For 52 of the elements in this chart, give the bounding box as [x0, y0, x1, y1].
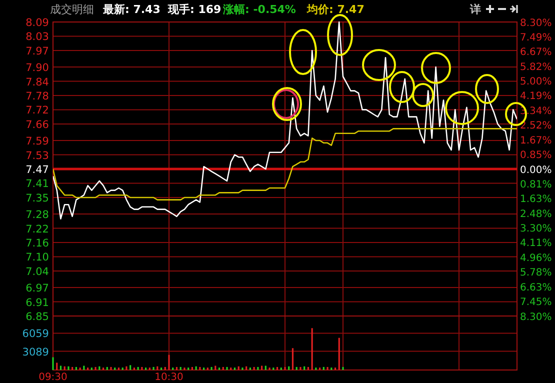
y2-tick-label: 8.30%: [520, 312, 552, 323]
y2-tick-label: 6.67%: [520, 46, 552, 58]
y2-tick-label: 5.82%: [520, 62, 552, 73]
text: 现手: 169: [167, 3, 222, 16]
y-tick-label: 7.41: [26, 178, 49, 190]
y-tick-label: 7.22: [26, 223, 49, 236]
chart-title: 成交明细: [50, 3, 94, 16]
y-tick-label: 7.16: [26, 238, 50, 250]
y2-tick-label: 2.52%: [520, 120, 552, 132]
text: 详: [469, 3, 481, 16]
y-tick-label: 8.03: [26, 31, 49, 44]
y2-tick-label: 3.30%: [520, 223, 552, 234]
y-tick-label: 6.97: [26, 282, 49, 295]
x-tick-label: 09:30: [38, 372, 68, 383]
y-tick-label: 6059: [22, 328, 49, 340]
y2-tick-label: 5.78%: [520, 267, 552, 278]
y-tick-label: 7.47: [26, 164, 49, 176]
y2-tick-label: 0.81%: [520, 179, 552, 190]
y-tick-label: 7.78: [26, 90, 49, 102]
y2-tick-label: 6.63%: [520, 282, 552, 294]
y2-tick-label: 1.67%: [520, 135, 552, 146]
y2-tick-label: 4.11%: [520, 238, 552, 249]
y2-tick-label: 0.85%: [520, 150, 552, 161]
y-tick-label: 7.90: [26, 62, 49, 74]
line-series: [53, 128, 517, 200]
text: 涨幅: -0.54%: [222, 3, 296, 16]
y2-tick-label: 4.96%: [520, 252, 552, 264]
y-tick-label: 7.66: [26, 118, 50, 131]
y2-tick-label: 7.45%: [520, 296, 552, 308]
text: 均价: 7.47: [306, 3, 364, 16]
y-tick-label: 7.04: [26, 266, 50, 278]
y-tick-label: 7.59: [26, 136, 49, 148]
y2-tick-label: 0.00%: [520, 165, 552, 176]
y2-tick-label: 7.49%: [520, 32, 552, 44]
y2-tick-label: 2.48%: [520, 208, 552, 220]
y-tick-label: 7.84: [26, 76, 50, 88]
y-tick-label: 3089: [22, 346, 49, 358]
y-tick-label: 7.28: [26, 209, 49, 222]
y2-tick-label: 1.63%: [520, 194, 552, 205]
y2-tick-label: 4.19%: [520, 90, 552, 102]
y-tick-label: 7.53: [26, 150, 49, 162]
y2-tick-label: 5.00%: [520, 76, 552, 88]
y2-tick-label: 8.30%: [520, 18, 552, 29]
y-tick-label: 6.91: [26, 296, 49, 309]
x-tick-label: 10:30: [154, 372, 184, 383]
y-tick-label: 7.35: [26, 192, 49, 204]
y-tick-label: 6.85: [26, 311, 49, 323]
y-tick-label: 8.09: [26, 17, 49, 29]
text: 最新: 7.43: [102, 3, 160, 16]
y-tick-label: 7.10: [26, 252, 49, 264]
y-tick-label: 7.72: [26, 104, 49, 117]
y-tick-label: 7.97: [26, 45, 49, 58]
